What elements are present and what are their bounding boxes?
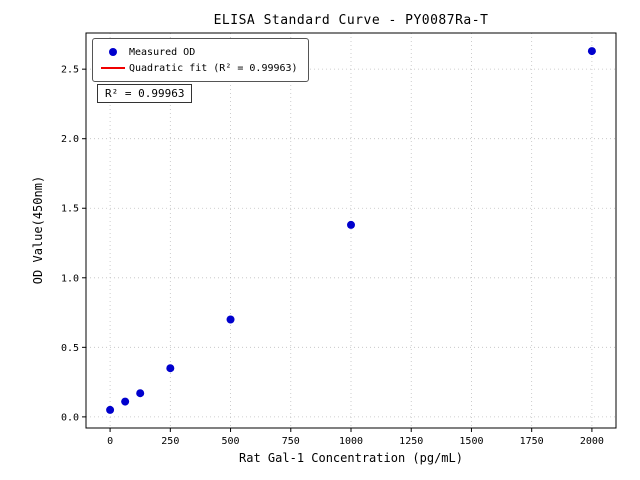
data-point — [166, 364, 175, 373]
x-tick-label: 750 — [282, 436, 300, 447]
y-tick-label: 0.5 — [61, 343, 79, 354]
x-tick-label: 1250 — [399, 436, 423, 447]
y-tick-label: 0.0 — [61, 412, 79, 423]
x-axis-label: Rat Gal-1 Concentration (pg/mL) — [239, 451, 463, 465]
legend: Measured OD Quadratic fit (R² = 0.99963) — [92, 38, 309, 82]
data-point — [106, 405, 115, 414]
scatter-marker-icon — [109, 48, 117, 56]
x-tick-label: 250 — [161, 436, 179, 447]
legend-item-measured-od: Measured OD — [101, 44, 298, 60]
legend-item-quadratic-fit: Quadratic fit (R² = 0.99963) — [101, 60, 298, 76]
line-marker-icon — [101, 67, 125, 69]
x-tick-label: 2000 — [580, 436, 604, 447]
data-point — [587, 47, 596, 56]
legend-label-measured-od: Measured OD — [129, 46, 196, 58]
data-point — [226, 315, 235, 324]
y-axis-label: OD Value(450nm) — [31, 175, 45, 285]
r-squared-annotation: R² = 0.99963 — [97, 84, 193, 103]
plot-frame — [85, 32, 617, 429]
y-tick-label: 1.5 — [61, 204, 79, 215]
data-point — [347, 220, 355, 229]
x-tick-label: 1000 — [339, 436, 363, 447]
y-tick-label: 1.0 — [61, 273, 79, 284]
y-tick-label: 2.0 — [61, 134, 79, 145]
y-tick-label: 2.5 — [61, 65, 79, 76]
chart-title: ELISA Standard Curve - PY0087Ra-T — [213, 13, 489, 28]
x-tick-label: 0 — [107, 436, 113, 447]
x-tick-label: 1750 — [520, 436, 544, 447]
legend-label-quadratic-fit: Quadratic fit (R² = 0.99963) — [129, 62, 298, 74]
data-point — [121, 397, 130, 406]
x-tick-label: 1500 — [459, 436, 483, 447]
x-tick-label: 500 — [222, 436, 240, 447]
data-point — [136, 389, 145, 398]
